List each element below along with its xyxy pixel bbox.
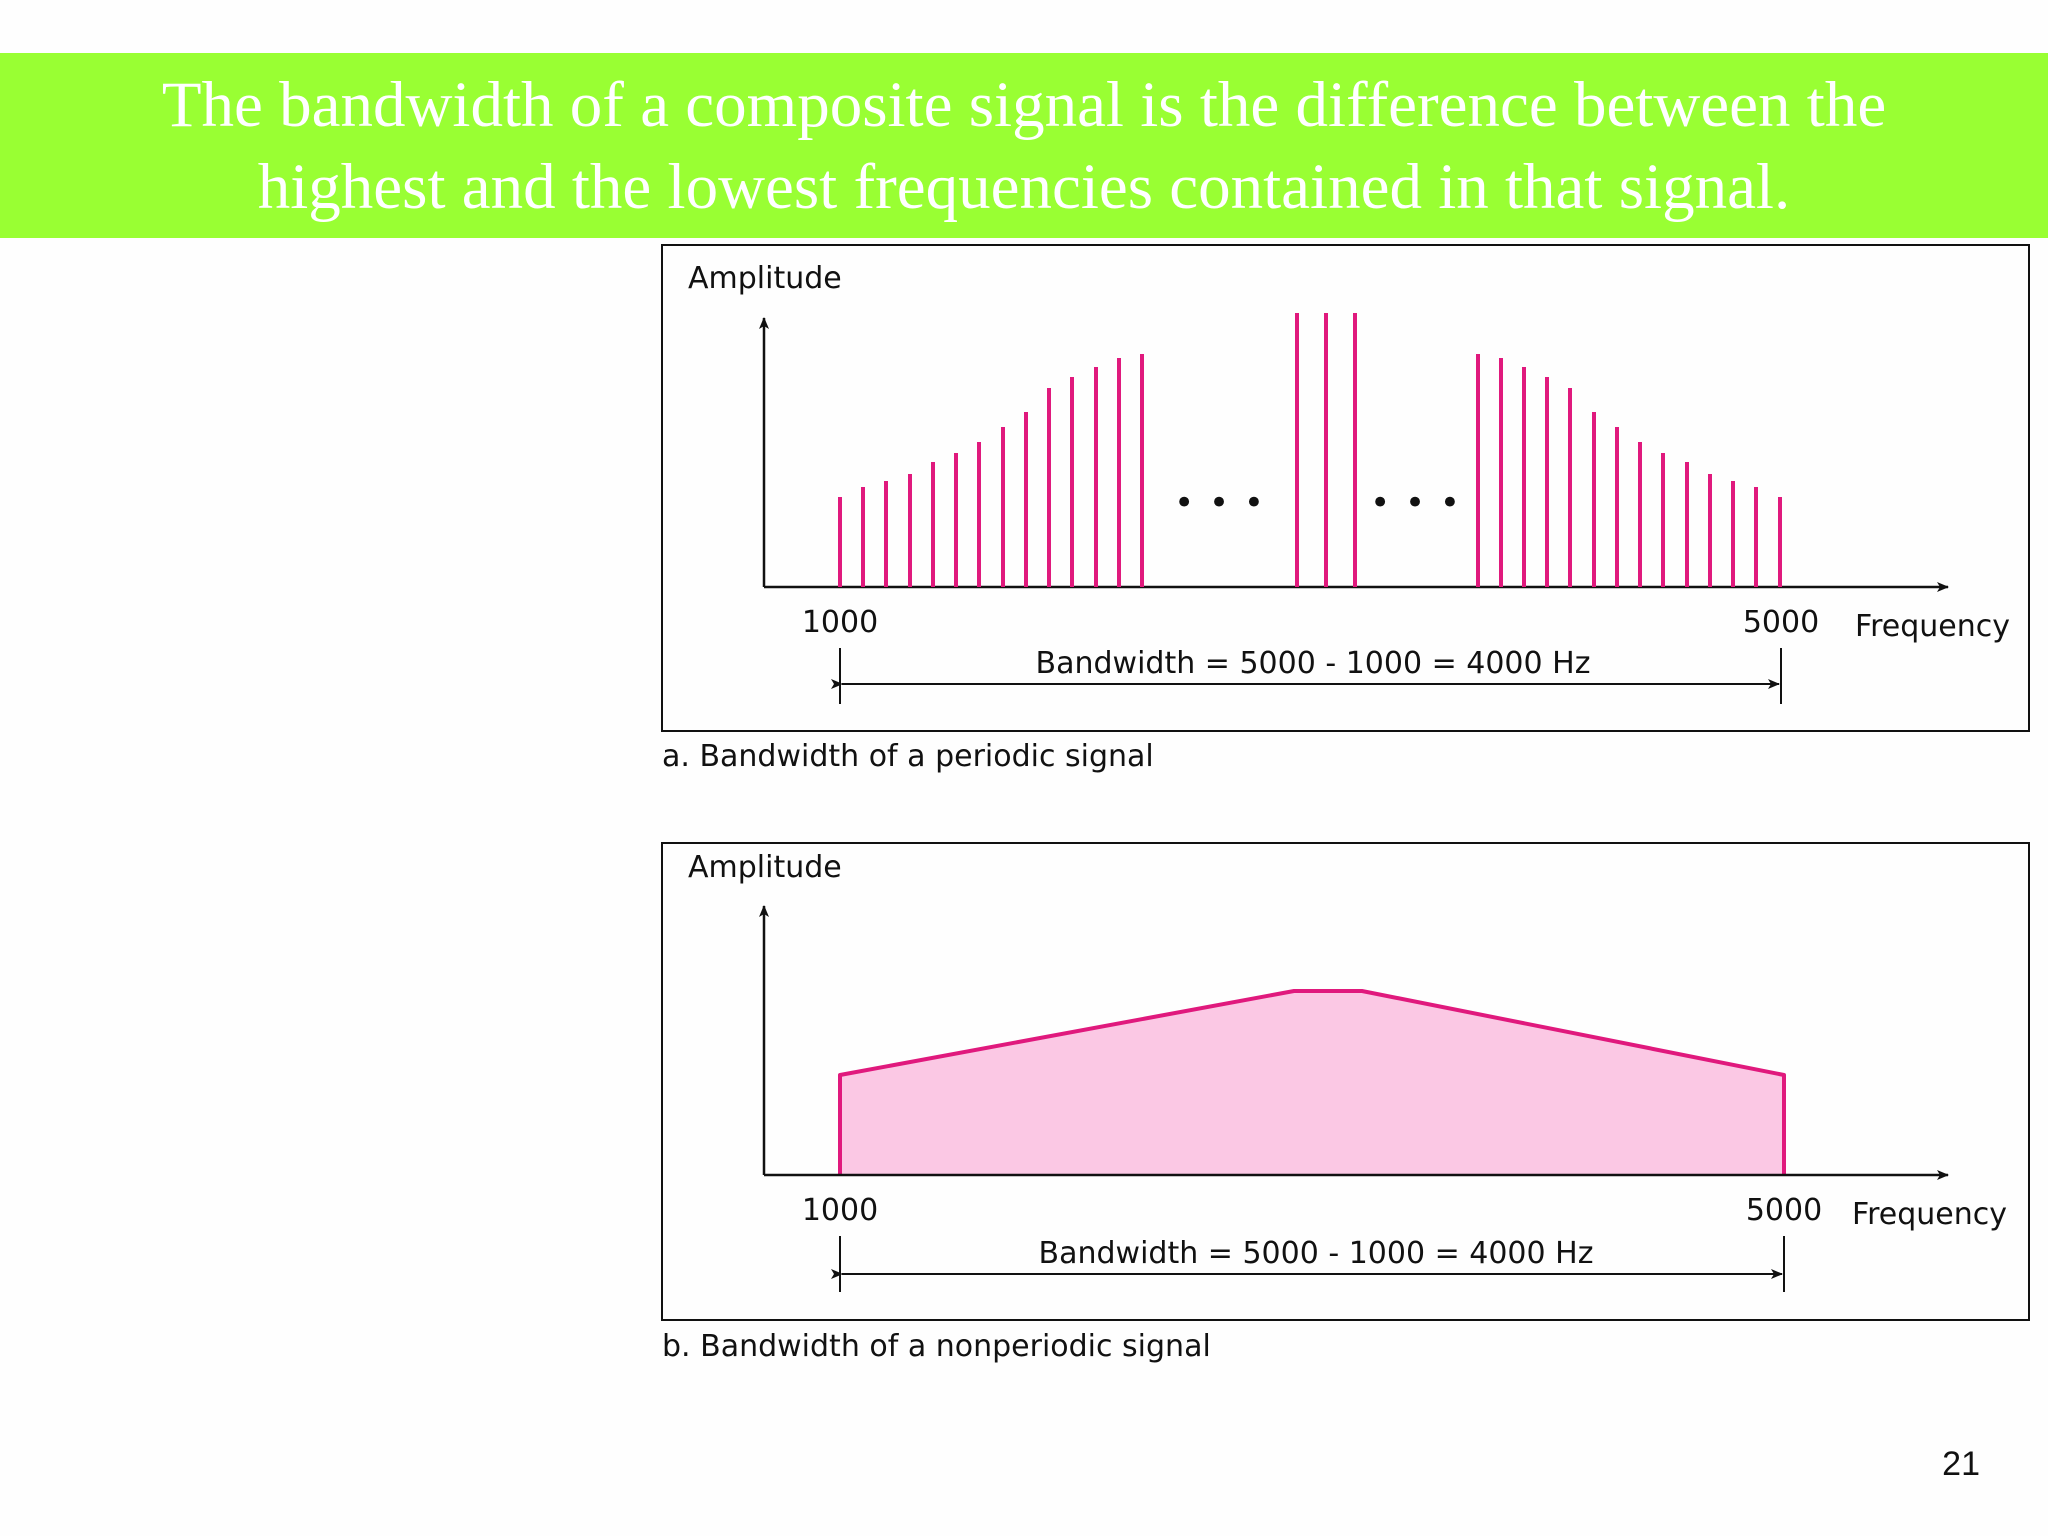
- figure-a-bandwidth-label: Bandwidth = 5000 - 1000 = 4000 Hz: [1036, 646, 1591, 681]
- figure-a-tick-1000: 1000: [802, 605, 878, 640]
- figure-b-xlabel: Frequency: [1852, 1197, 2007, 1232]
- title-banner: The bandwidth of a composite signal is t…: [0, 53, 2048, 238]
- figure-a-tick-5000: 5000: [1743, 605, 1819, 640]
- figure-a-xlabel: Frequency: [1855, 609, 2010, 644]
- figure-b-tick-1000: 1000: [802, 1193, 878, 1228]
- page-number: 21: [1942, 1445, 1980, 1483]
- figure-b-frame: [661, 842, 2030, 1321]
- figure-a-spectrum-lines: [838, 313, 1782, 587]
- figure-a-ylabel: Amplitude: [688, 261, 842, 296]
- figure-a-caption: a. Bandwidth of a periodic signal: [662, 739, 1154, 774]
- figure-a-ellipsis-left: • • •: [1174, 483, 1266, 523]
- figure-a-frame: [661, 244, 2030, 732]
- figure-b-caption: b. Bandwidth of a nonperiodic signal: [662, 1329, 1211, 1364]
- figure-b-spectrum-fill: [840, 991, 1784, 1175]
- figure-a-ellipsis-right: • • •: [1370, 483, 1462, 523]
- figure-b-ylabel: Amplitude: [688, 850, 842, 885]
- figure-b-spectrum-outline: [838, 989, 1786, 1175]
- figure-b-bandwidth-label: Bandwidth = 5000 - 1000 = 4000 Hz: [1039, 1236, 1594, 1271]
- figure-b-tick-5000: 5000: [1746, 1193, 1822, 1228]
- slide-title: The bandwidth of a composite signal is t…: [161, 68, 1887, 223]
